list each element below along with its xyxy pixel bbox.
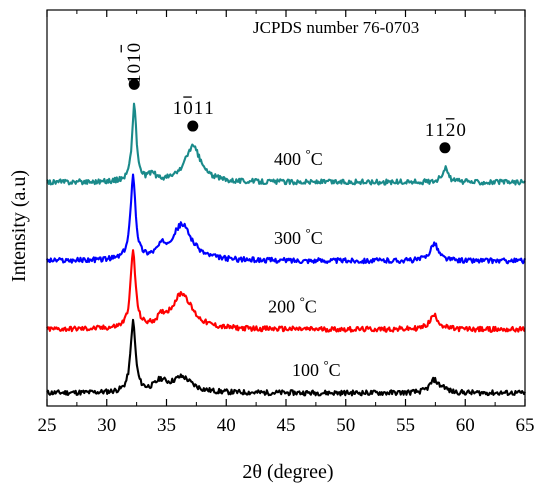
series-layer — [46, 102, 526, 397]
peak-index-digit: 0 — [124, 43, 145, 53]
axis-layer: 25 30 35 40 45 50 55 60 65 — [38, 10, 535, 436]
peak-index-digit: 1 — [124, 53, 145, 63]
peak-index-digit: 1 — [173, 98, 183, 119]
peak-index-digit: 1 — [204, 98, 214, 119]
peak-marker-3 — [439, 142, 451, 154]
x-tick-label: 60 — [456, 415, 475, 436]
peak-index-digit: 1 — [124, 74, 145, 84]
peak-index-digit: 2 — [446, 120, 456, 141]
x-axis-title: 2θ (degree) — [242, 461, 333, 483]
x-tick-label: 65 — [516, 415, 535, 436]
x-tick-label: 40 — [217, 415, 236, 436]
x-tick-label: 55 — [396, 415, 415, 436]
series-label-100: 100 °C — [292, 357, 341, 380]
peak-marker-1 — [128, 78, 140, 90]
label-layer: 100 °C 200 °C 300 °C 400 °C — [268, 146, 341, 380]
series-label-300: 300 °C — [274, 225, 323, 248]
series-line-200 — [46, 249, 526, 333]
series-line-300 — [46, 173, 526, 265]
x-tick-label: 45 — [277, 415, 296, 436]
series-label-200: 200 °C — [268, 294, 317, 317]
series-line-400 — [46, 102, 526, 186]
x-tick-label: 50 — [336, 415, 355, 436]
x-tick-label: 25 — [38, 415, 57, 436]
series-line-100 — [46, 318, 526, 397]
x-tick-label: 30 — [97, 415, 116, 436]
peak-index-digit: 1 — [425, 120, 435, 141]
jcpds-annotation: JCPDS number 76-0703 — [253, 18, 419, 37]
peak-index-digit: 1 — [194, 98, 204, 119]
peak-index-digit: 0 — [456, 120, 466, 141]
y-axis-title: Intensity (a.u) — [8, 170, 30, 282]
peak-index-digit: 1 — [435, 120, 445, 141]
peak-index-digit: 0 — [183, 98, 193, 119]
series-label-400: 400 °C — [274, 146, 323, 169]
x-tick-label: 35 — [157, 415, 176, 436]
peak-index-digit: 0 — [124, 64, 145, 74]
peak-marker-2 — [187, 120, 199, 132]
